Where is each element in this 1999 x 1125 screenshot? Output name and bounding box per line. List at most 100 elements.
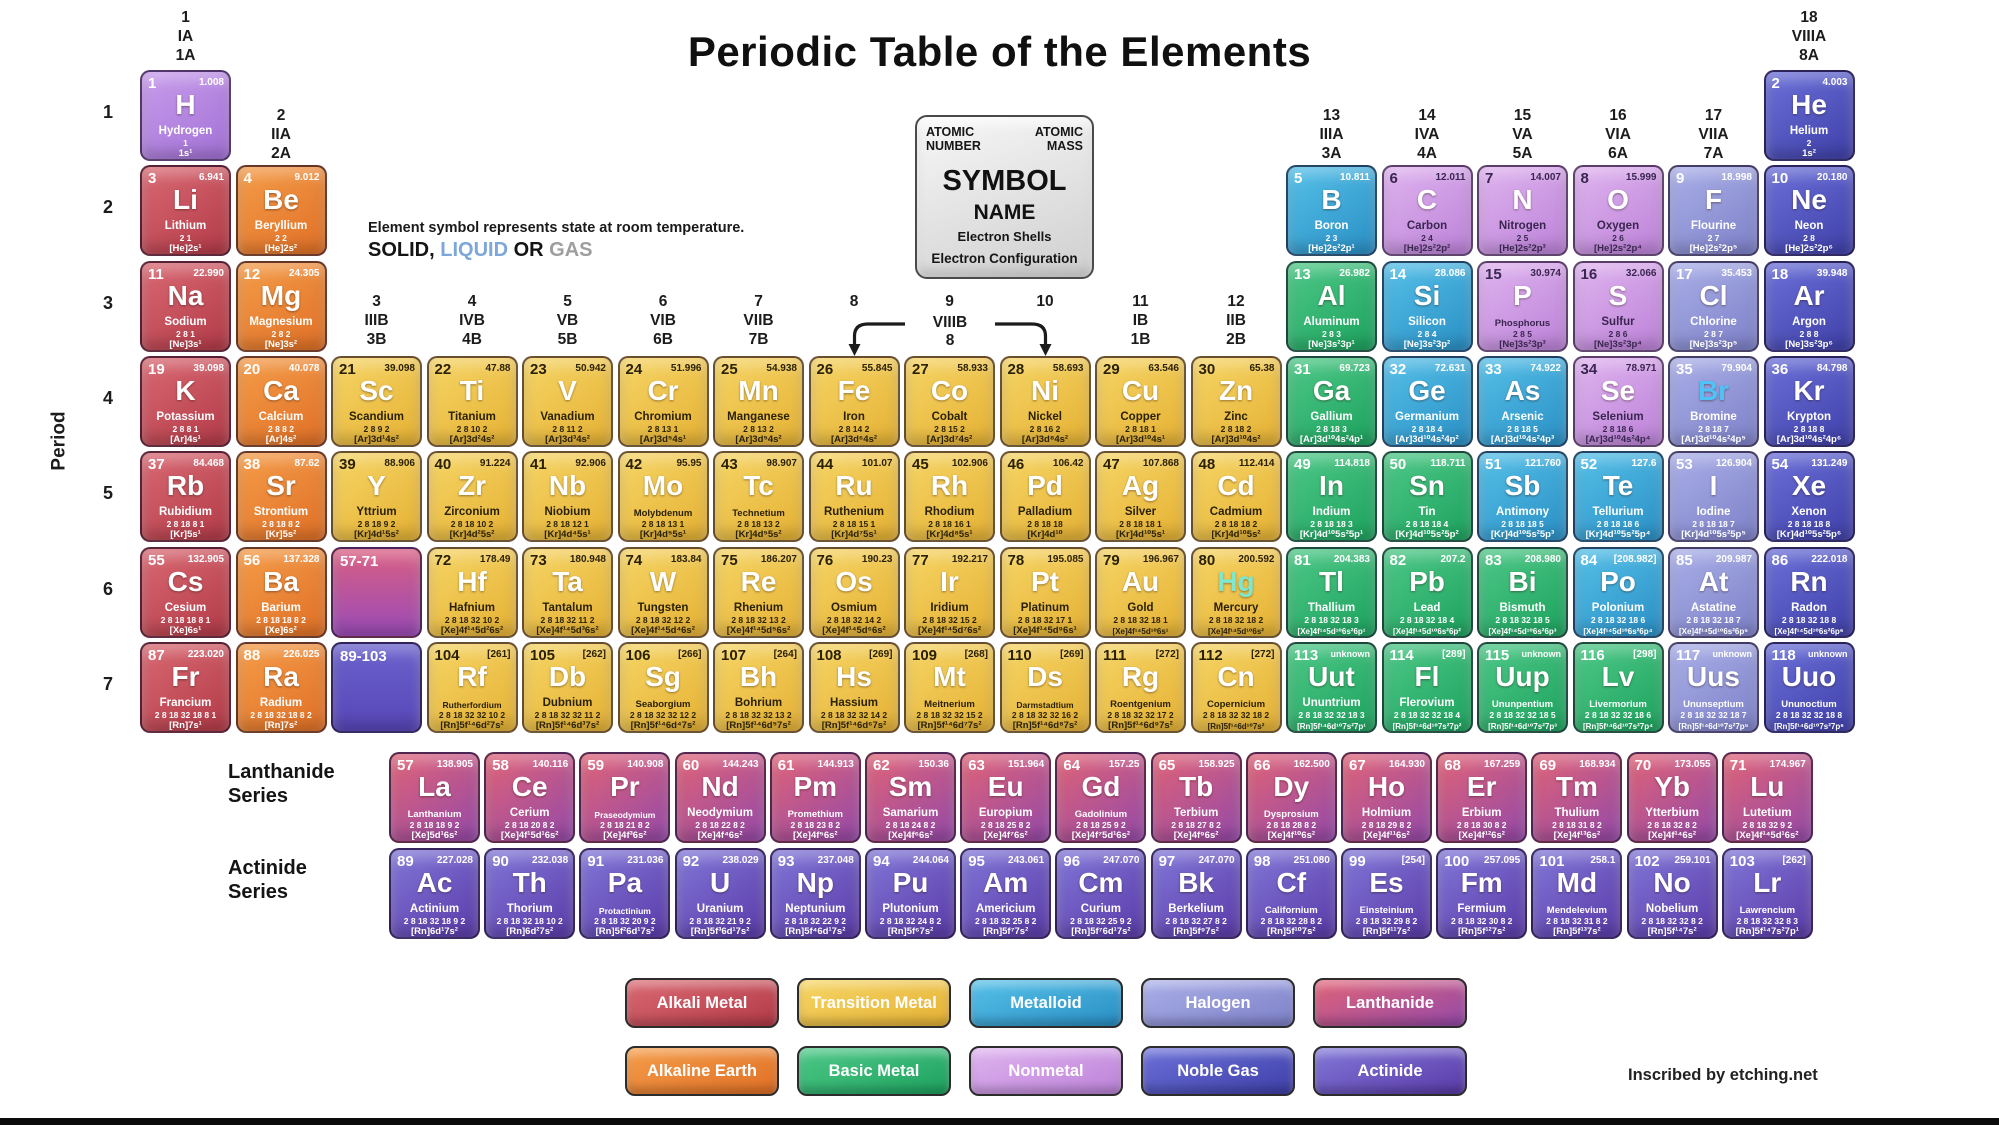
element-config: [Kr]4d⁷5s¹ — [831, 529, 877, 541]
key-config-label: Electron Configuration — [931, 251, 1078, 266]
element-sym: Rn — [1790, 565, 1828, 597]
element-shells: 2 8 18 32 32 12 2 — [629, 709, 697, 720]
element-cell-Pa: 91 231.036 Pa Protactinium 2 8 18 32 20 9 2[… — [579, 848, 671, 939]
element-num: 56 — [243, 551, 261, 569]
element-cell-Br: 35 79.904 Br Bromine 2 8 18 7 [Ar]3d¹⁰4s²4p⁵ — [1668, 355, 1759, 447]
element-mass: 39.948 — [1816, 267, 1848, 279]
element-name: Potassium — [156, 410, 215, 423]
element-num: 18 — [1771, 265, 1789, 283]
element-name: Ruthenium — [823, 506, 885, 519]
element-num: 61 — [777, 757, 795, 774]
state-gas-label: GAS — [549, 239, 593, 261]
element-name: Palladium — [1017, 506, 1073, 519]
element-name: Phosphorus — [1494, 317, 1551, 329]
element-name: Tellurium — [1592, 506, 1644, 519]
element-mass: 173.055 — [1674, 759, 1711, 770]
element-shells: 2 8 18 32 31 8 2 — [1546, 916, 1608, 926]
element-mass: 30.974 — [1530, 267, 1561, 279]
element-mass: 79.904 — [1721, 362, 1752, 374]
element-shells: 2 8 18 20 8 2 — [504, 820, 555, 830]
element-name: Thulium — [1554, 807, 1600, 819]
element-cell-Cd: 48 112.414 Cd Cadmium 2 8 18 18 2 [Kr]4d¹⁰5s² — [1190, 451, 1282, 543]
element-num: 22 — [434, 360, 452, 378]
element-shells: 2 8 — [1803, 233, 1815, 244]
element-name: Darmstadtium — [1016, 699, 1074, 710]
element-cell-Ni: 28 58.693 Ni Nickel 2 8 16 2 [Ar]3d⁸4s² — [999, 355, 1091, 447]
element-cell-Cl: 17 35.453 Cl Chlorine 2 8 7 [Ne]3s²3p⁵ — [1668, 260, 1759, 352]
element-sym: Ne — [1791, 184, 1827, 216]
lanthanide-series-label: Lanthanide Series — [228, 761, 335, 807]
element-num: 7 — [1485, 170, 1494, 188]
element-cell-Hf: 72 178.49 Hf Hafnium 2 8 18 32 10 2 [Xe]4f¹⁴5… — [426, 546, 518, 638]
element-name: Osmium — [830, 601, 877, 614]
state-note-line2: SOLID, LIQUID OR GAS — [368, 239, 744, 262]
element-config: [Xe]4f¹⁴5d¹⁰6s²6p² — [1393, 626, 1461, 636]
element-config: [Xe]4f¹⁴5d¹⁰6s²6p⁶ — [1774, 626, 1844, 636]
element-mass: 39.098 — [384, 362, 415, 374]
element-cell-Zn: 30 65.38 Zn Zinc 2 8 18 2 [Ar]3d¹⁰4s² — [1190, 355, 1282, 447]
element-shells: 2 8 18 24 8 2 — [885, 820, 936, 830]
element-config: [Rn]5f¹⁴6d⁹7s² — [1108, 719, 1173, 731]
element-cell-Lu: 71 174.967 Lu Lutetium 2 8 18 32 9 2 [Xe]4f¹⁴… — [1721, 752, 1813, 843]
element-name: Cerium — [509, 807, 550, 819]
element-num: 72 — [434, 551, 452, 569]
element-mass: 180.948 — [569, 553, 606, 565]
element-num: 37 — [148, 456, 165, 474]
element-sym: C — [1416, 184, 1438, 216]
element-sym: Xe — [1791, 470, 1827, 502]
element-cell-Cn: 112 [272] Cn Copernicium 2 8 18 32 32 18 2 [R… — [1190, 641, 1282, 733]
element-shells: 2 8 18 18 5 — [1501, 519, 1544, 530]
element-mass: 54.938 — [766, 362, 797, 374]
element-shells: 2 8 18 32 8 2 — [1647, 820, 1697, 830]
element-sym: Cn — [1217, 660, 1255, 692]
element-sym: Fl — [1414, 660, 1440, 692]
element-cell-Ne: 10 20.180 Ne Neon 2 8 [He]2s²2p⁶ — [1763, 165, 1855, 257]
element-name: Tantalum — [542, 601, 593, 614]
element-cell-Mo: 42 95.95 Mo Molybdenum 2 8 18 13 1 [Kr]4d⁵5s¹ — [617, 451, 709, 543]
element-mass: [272] — [1251, 648, 1275, 660]
element-cell-Sn: 50 118.711 Sn Tin 2 8 18 18 4 [Kr]4d¹⁰5s²5p² — [1381, 451, 1473, 543]
element-config: [Rn]5f¹⁴6d¹⁰7s²7p⁵ — [1678, 721, 1749, 731]
element-sym: Re — [740, 565, 777, 597]
element-num: 57 — [397, 757, 414, 774]
element-config: 1s² — [1802, 148, 1816, 159]
element-mass: 102.906 — [951, 458, 988, 470]
element-sym: Fm — [1460, 867, 1503, 898]
element-name: Mendelevium — [1546, 905, 1607, 916]
element-shells: 2 8 18 32 32 11 2 — [534, 709, 601, 720]
element-shells: 2 8 4 — [1417, 328, 1437, 339]
element-config: [Ne]3s²3p³ — [1499, 338, 1546, 350]
element-shells: 2 8 18 32 32 13 2 — [725, 709, 792, 720]
element-cell-Bh: 107 [264] Bh Bohrium 2 8 18 32 32 13 2 [Rn]5f… — [713, 641, 804, 733]
element-mass: 12.011 — [1435, 172, 1466, 184]
element-num: 114 — [1389, 646, 1414, 664]
element-cell-Dy: 66 162.500 Dy Dysprosium 2 8 18 28 8 2 [Xe]4f… — [1245, 752, 1337, 843]
element-num: 15 — [1485, 265, 1502, 283]
element-cell-Sr: 38 87.62 Sr Strontium 2 8 18 8 2 [Kr]5s² — [235, 451, 327, 543]
element-mass: 174.967 — [1769, 759, 1806, 770]
element-num: 35 — [1676, 360, 1693, 378]
element-mass: 88.906 — [384, 458, 415, 470]
element-num: 66 — [1253, 757, 1271, 774]
element-sym: S — [1608, 279, 1628, 311]
element-mass: 204.383 — [1333, 553, 1370, 565]
element-sym: Sc — [359, 374, 394, 406]
element-num: 44 — [816, 456, 834, 474]
element-shells: 2 8 18 1 — [1125, 423, 1156, 434]
element-mass: 6.941 — [198, 172, 224, 184]
element-num: 107 — [721, 646, 747, 664]
element-num: 46 — [1007, 456, 1025, 474]
element-num: 45 — [912, 456, 929, 474]
element-name: Hafnium — [449, 601, 495, 614]
element-cell-Fe: 26 55.845 Fe Iron 2 8 14 2 [Ar]3d⁶4s² — [808, 355, 900, 447]
element-config: [Ne]3s¹ — [169, 338, 202, 350]
element-sym: Th — [512, 867, 547, 898]
element-sym: Lu — [1750, 771, 1785, 802]
element-name: Platinum — [1020, 601, 1070, 614]
element-sym: Tm — [1555, 771, 1598, 802]
element-config: [Xe]4f¹⁴5d¹⁰6s¹ — [1112, 626, 1169, 636]
element-shells: 2 8 9 2 — [363, 423, 390, 434]
element-cell-Ag: 47 107.868 Ag Silver 2 8 18 18 1 [Kr]4d¹⁰5s¹ — [1095, 451, 1186, 543]
element-config: [Rn]5f¹⁴6d⁶7s² — [821, 719, 887, 731]
element-num: 104 — [434, 646, 460, 664]
